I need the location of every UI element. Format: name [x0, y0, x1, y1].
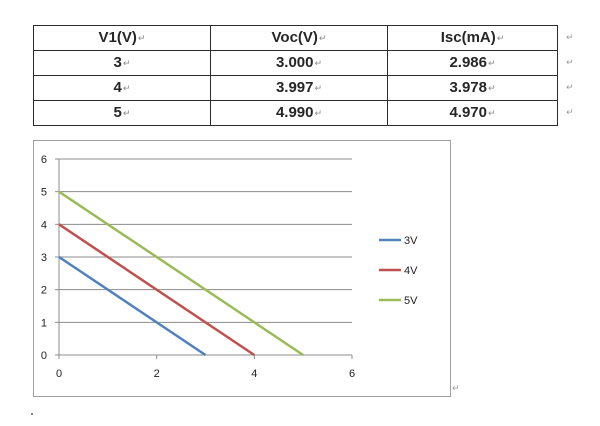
- cell-text: 3.000: [275, 54, 314, 71]
- chart-gridlines: [59, 158, 352, 323]
- x-tick-label: 6: [349, 368, 355, 380]
- table-cell: 4.990↵: [210, 100, 388, 126]
- cell-end-mark: ↵: [314, 108, 323, 118]
- table-cell: 2.986↵: [387, 50, 558, 76]
- cell-end-mark: ↵: [488, 58, 496, 68]
- row-end-mark: ↵: [566, 32, 574, 42]
- line-chart: 0 1 2 3 4 5 6 0 2 4 6 3V 4V 5V: [33, 140, 451, 397]
- table-header-cell: Isc(mA)↵: [387, 25, 558, 51]
- chart-axes: [55, 158, 353, 359]
- y-tick-label: 5: [41, 187, 47, 199]
- x-tick-label: 2: [154, 368, 160, 380]
- results-table: V1(V)↵ Voc(V)↵ Isc(mA)↵ 3↵ 3.000↵ 2.986↵ 4↵ 3.9…: [33, 25, 558, 126]
- table-row: 5↵ 4.990↵ 4.970↵: [33, 100, 558, 126]
- row-end-mark: ↵: [566, 57, 574, 67]
- paragraph-mark: ↵: [452, 383, 460, 393]
- cell-end-mark: ↵: [314, 58, 323, 68]
- stray-dot: [31, 413, 33, 415]
- y-tick-label: 0: [41, 350, 47, 362]
- cell-end-mark: ↵: [318, 33, 327, 43]
- chart-tick-labels: 0 1 2 3 4 5 6 0 2 4 6: [41, 154, 355, 380]
- y-tick-label: 2: [41, 285, 47, 297]
- cell-text: 3.997: [275, 79, 314, 96]
- table-cell: 4↵: [33, 75, 211, 101]
- cell-text: 3.978: [449, 79, 487, 96]
- legend-label: 4V: [404, 265, 418, 277]
- y-tick-label: 6: [41, 154, 47, 166]
- cell-end-mark: ↵: [122, 108, 131, 118]
- cell-end-mark: ↵: [122, 83, 131, 93]
- cell-text: 2.986: [449, 54, 487, 71]
- cell-end-mark: ↵: [137, 33, 146, 43]
- row-end-mark: ↵: [566, 82, 574, 92]
- x-tick-label: 0: [56, 368, 62, 380]
- cell-text: Voc(V): [271, 29, 318, 46]
- cell-text: 4.990: [275, 104, 314, 121]
- table-cell: 3.978↵: [387, 75, 558, 101]
- cell-text: 4.970: [449, 104, 487, 121]
- cell-end-mark: ↵: [496, 33, 505, 43]
- cell-end-mark: ↵: [488, 83, 496, 93]
- legend-label: 5V: [404, 295, 418, 307]
- y-tick-label: 3: [41, 252, 47, 264]
- cell-end-mark: ↵: [314, 83, 323, 93]
- series-line-4v: [58, 223, 256, 357]
- chart-legend: 3V 4V 5V: [379, 235, 418, 307]
- table-row: 4↵ 3.997↵ 3.978↵: [33, 75, 558, 101]
- row-end-mark: ↵: [566, 107, 574, 117]
- chart-canvas: 0 1 2 3 4 5 6 0 2 4 6 3V 4V 5V: [41, 154, 418, 380]
- table-cell: 3.000↵: [210, 50, 388, 76]
- cell-text: V1(V): [98, 29, 137, 46]
- table-cell: 4.970↵: [387, 100, 558, 126]
- y-tick-label: 1: [41, 317, 47, 329]
- cell-text: 5: [113, 104, 122, 121]
- chart-series: [58, 190, 304, 357]
- legend-label: 3V: [404, 235, 418, 247]
- series-line-5v: [58, 190, 304, 357]
- table-header-row: V1(V)↵ Voc(V)↵ Isc(mA)↵: [33, 25, 558, 51]
- table-row: 3↵ 3.000↵ 2.986↵: [33, 50, 558, 76]
- cell-end-mark: ↵: [488, 108, 496, 118]
- table-header-cell: Voc(V)↵: [210, 25, 388, 51]
- x-tick-label: 4: [251, 368, 257, 380]
- cell-text: Isc(mA): [440, 29, 496, 46]
- cell-text: 4: [113, 79, 122, 96]
- table-cell: 3↵: [33, 50, 211, 76]
- table-cell: 5↵: [33, 100, 211, 126]
- y-tick-label: 4: [41, 219, 47, 231]
- cell-end-mark: ↵: [122, 58, 131, 68]
- table-header-cell: V1(V)↵: [33, 25, 211, 51]
- series-line-3v: [58, 255, 207, 357]
- table-cell: 3.997↵: [210, 75, 388, 101]
- cell-text: 3: [113, 54, 122, 71]
